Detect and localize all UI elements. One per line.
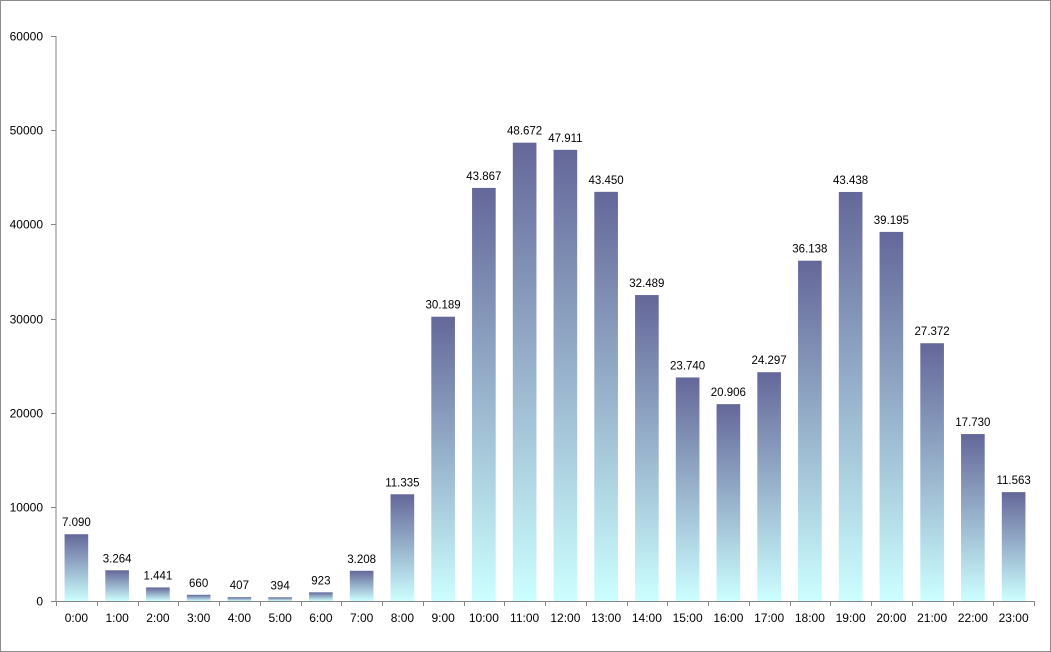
bar <box>472 187 496 602</box>
bar <box>798 260 822 601</box>
bar <box>309 592 333 601</box>
x-tick-label: 15:00 <box>673 611 703 625</box>
data-label: 3.264 <box>103 553 132 565</box>
x-tick-label: 7:00 <box>350 611 374 625</box>
x-tick-label: 19:00 <box>836 611 866 625</box>
y-tick-label: 20000 <box>10 407 44 421</box>
data-label: 20.906 <box>711 387 746 399</box>
y-tick-label: 10000 <box>10 501 44 515</box>
data-label: 923 <box>311 575 330 587</box>
x-tick-label: 12:00 <box>550 611 580 625</box>
bar <box>675 377 700 601</box>
data-label: 32.489 <box>629 278 664 290</box>
x-tick-label: 9:00 <box>431 611 455 625</box>
bar <box>757 372 781 601</box>
data-label: 11.335 <box>385 477 419 489</box>
bar <box>920 343 944 601</box>
data-label: 660 <box>189 578 208 590</box>
x-tick-label: 2:00 <box>146 611 170 625</box>
y-tick-label: 50000 <box>10 124 44 138</box>
data-label: 11.563 <box>996 475 1030 487</box>
bar <box>64 534 89 601</box>
x-tick-label: 4:00 <box>228 611 252 625</box>
data-label: 7.090 <box>62 517 91 529</box>
x-tick-label: 5:00 <box>268 611 292 625</box>
data-label: 407 <box>230 580 249 592</box>
bar <box>349 570 374 601</box>
data-label: 17.730 <box>955 417 990 429</box>
bar <box>268 597 292 601</box>
data-label: 24.297 <box>752 355 787 367</box>
bar <box>512 142 537 601</box>
data-label: 30.189 <box>426 300 461 312</box>
x-tick-label: 20:00 <box>876 611 906 625</box>
x-tick-label: 17:00 <box>754 611 784 625</box>
bar <box>553 149 578 602</box>
x-tick-label: 21:00 <box>917 611 947 625</box>
bar <box>431 316 455 601</box>
x-axis: 0:00 1:00 2:00 3:00 4:00 5:00 6:00 7:00 8:00 9:00… <box>56 601 1035 625</box>
bar <box>390 494 415 601</box>
bar <box>146 587 170 601</box>
bar <box>716 404 741 601</box>
x-tick-label: 13:00 <box>591 611 621 625</box>
bar <box>961 434 985 601</box>
x-tick-label: 3:00 <box>187 611 211 625</box>
x-tick-label: 1:00 <box>105 611 129 625</box>
bar <box>227 597 252 601</box>
data-label: 48.672 <box>507 126 542 138</box>
data-label: 27.372 <box>915 326 950 338</box>
x-tick-label: 18:00 <box>795 611 825 625</box>
x-tick-label: 16:00 <box>713 611 743 625</box>
y-tick-label: 40000 <box>10 218 44 232</box>
x-tick-label: 0:00 <box>65 611 89 625</box>
data-label: 43.867 <box>466 171 501 183</box>
y-tick-label: 60000 <box>10 30 44 44</box>
x-tick-label: 8:00 <box>391 611 415 625</box>
data-label: 43.438 <box>833 175 868 187</box>
data-label: 39.195 <box>874 215 909 227</box>
data-label: 36.138 <box>792 244 827 256</box>
x-tick-label: 11:00 <box>510 611 539 625</box>
data-label: 3.208 <box>347 554 376 566</box>
data-label: 1.441 <box>143 570 172 582</box>
bar <box>1001 492 1026 601</box>
bar <box>838 191 863 601</box>
x-tick-label: 22:00 <box>958 611 988 625</box>
bars <box>64 142 1026 602</box>
data-labels: 7.090 3.264 1.441 660 407 394 923 3.208 11.335 30… <box>62 126 1031 593</box>
data-label: 23.740 <box>670 360 705 372</box>
bar <box>594 191 618 602</box>
bar <box>105 570 129 601</box>
y-axis: 0 10000 20000 30000 40000 50000 60000 <box>10 30 57 609</box>
data-label: 43.450 <box>589 175 624 187</box>
data-label: 47.911 <box>548 133 582 145</box>
bar <box>879 231 904 601</box>
x-tick-label: 14:00 <box>632 611 662 625</box>
y-tick-label: 0 <box>36 595 43 609</box>
bar <box>635 295 659 601</box>
x-tick-label: 6:00 <box>309 611 333 625</box>
bar <box>186 594 211 601</box>
data-label: 394 <box>271 580 291 592</box>
x-tick-label: 23:00 <box>999 611 1029 625</box>
x-tick-label: 10:00 <box>469 611 499 625</box>
y-tick-label: 30000 <box>10 313 44 327</box>
